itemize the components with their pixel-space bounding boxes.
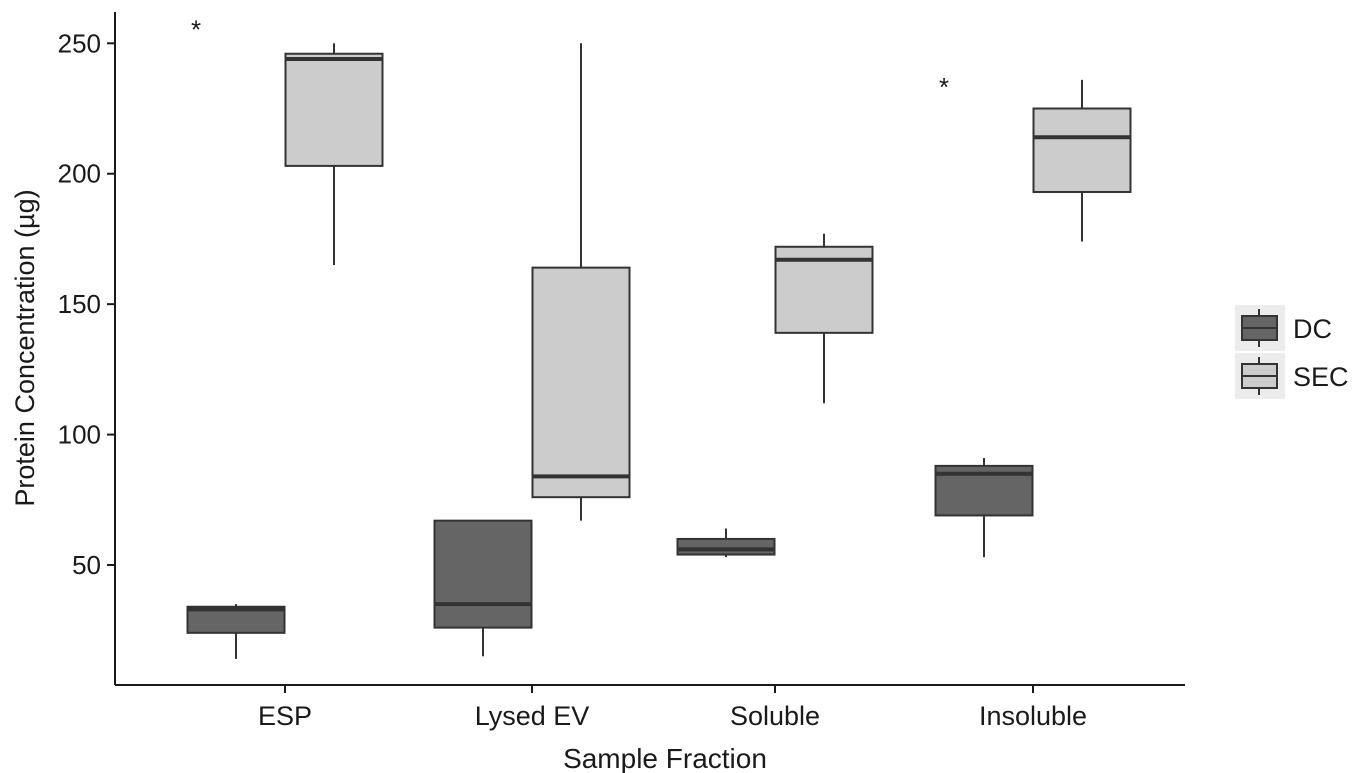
legend-label: SEC: [1293, 362, 1349, 392]
legend: DC SEC: [1235, 305, 1349, 399]
box-body: [284, 52, 384, 167]
significance-marker: *: [191, 14, 201, 44]
x-tick-label: ESP: [258, 701, 312, 731]
x-tick-label: Insoluble: [979, 701, 1087, 731]
y-tick-label: 250: [58, 28, 101, 58]
x-ticks: ESP Lysed EV Soluble Insoluble: [258, 685, 1087, 731]
y-ticks: 50 100 150 200 250: [58, 28, 115, 580]
x-axis: ESP Lysed EV Soluble Insoluble: [115, 684, 1185, 731]
legend-item-sec: SEC: [1235, 353, 1349, 399]
box-body: [531, 266, 631, 499]
boxes: [186, 43, 1132, 659]
box-sec-soluble: [774, 233, 874, 404]
legend-label: DC: [1293, 314, 1332, 344]
box-body: [1032, 107, 1132, 193]
box-dc-insoluble: [934, 458, 1034, 558]
box-sec-insoluble: [1032, 79, 1132, 242]
y-axis-title: Protein Concentration (µg): [10, 189, 40, 506]
box-body: [676, 537, 776, 556]
box-dc-esp: [186, 604, 286, 659]
y-tick-label: 100: [58, 420, 101, 450]
box-body: [433, 519, 533, 629]
y-tick-label: 200: [58, 159, 101, 189]
box-sec-esp: [284, 43, 384, 266]
box-sec-lysed-ev: [531, 43, 631, 521]
y-tick-label: 150: [58, 289, 101, 319]
box-dc-lysed-ev: [433, 519, 533, 657]
y-axis: 50 100 150 200 250: [58, 12, 116, 685]
x-axis-title: Sample Fraction: [563, 743, 767, 773]
x-tick-label: Soluble: [730, 701, 820, 731]
y-tick-label: 50: [72, 550, 101, 580]
box-dc-soluble: [676, 528, 776, 558]
annotations: **: [191, 14, 949, 101]
legend-item-dc: DC: [1235, 305, 1332, 351]
x-tick-label: Lysed EV: [475, 701, 590, 731]
significance-marker: *: [939, 72, 949, 102]
